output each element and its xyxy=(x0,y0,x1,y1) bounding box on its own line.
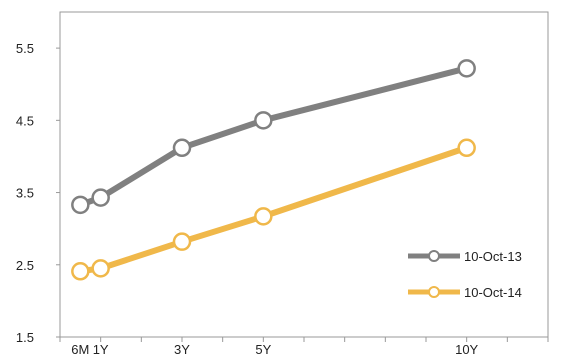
legend-label: 10-Oct-13 xyxy=(464,249,522,264)
y-tick-label: 1.5 xyxy=(16,330,34,345)
data-point xyxy=(172,138,192,158)
y-tick-label: 3.5 xyxy=(16,186,34,201)
data-point xyxy=(254,207,273,226)
legend-swatch-marker xyxy=(428,250,440,262)
data-point xyxy=(172,232,192,251)
data-point xyxy=(91,259,110,278)
data-point xyxy=(254,111,273,130)
x-tick-label: 3Y xyxy=(174,342,190,356)
x-tick-label: 5Y xyxy=(255,342,271,356)
data-point xyxy=(71,262,90,281)
data-point xyxy=(457,138,476,158)
y-tick-label: 4.5 xyxy=(16,113,34,128)
data-point xyxy=(71,195,90,215)
x-tick-label: 1Y xyxy=(93,342,109,356)
y-tick-label: 2.5 xyxy=(16,258,34,273)
series-layer xyxy=(71,59,476,281)
legend-swatch-marker xyxy=(428,286,440,298)
legend: 10-Oct-13 10-Oct-14 xyxy=(408,249,522,300)
data-point xyxy=(457,59,476,78)
data-point xyxy=(91,188,110,207)
axes: 1.5 2.5 3.5 4.5 5.5 6M 1Y 3Y 5Y 10Y xyxy=(16,41,549,356)
x-tick-label: 6M xyxy=(71,342,89,356)
x-tick-label: 10Y xyxy=(455,342,478,356)
legend-label: 10-Oct-14 xyxy=(464,285,522,300)
y-tick-label: 5.5 xyxy=(16,41,34,56)
